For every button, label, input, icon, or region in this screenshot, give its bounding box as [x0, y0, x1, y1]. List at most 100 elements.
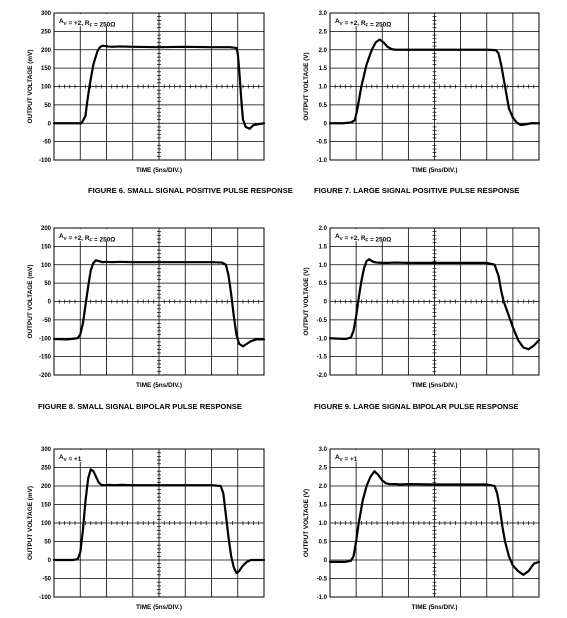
y-tick-label: 0 — [324, 300, 328, 306]
y-tick-label: -1.0 — [317, 158, 328, 164]
y-tick-label: -50 — [42, 140, 51, 146]
x-axis-label: TIME (5ns/DIV.) — [136, 382, 182, 389]
y-tick-label: 0.5 — [319, 103, 328, 109]
y-tick-label: 150 — [41, 244, 52, 250]
plot-frame — [329, 227, 540, 376]
y-tick-label: -1.0 — [317, 595, 328, 601]
y-tick-label: 100 — [41, 521, 52, 527]
y-tick-label: 2.5 — [319, 466, 328, 472]
plot-frame — [329, 12, 540, 161]
y-tick-label: -100 — [39, 336, 52, 342]
gain-annotation: AV = +2, RF = 250Ω — [59, 18, 115, 29]
y-tick-label: -200 — [39, 373, 52, 379]
y-tick-label: 50 — [44, 281, 51, 287]
y-tick-label: -150 — [39, 355, 52, 361]
y-tick-label: 1.0 — [319, 521, 328, 527]
y-tick-label: 2.0 — [319, 48, 328, 54]
plot-frame — [53, 448, 265, 598]
y-axis-label: OUTPUT VOLTAGE (V) — [303, 52, 310, 120]
annotation-background — [56, 450, 82, 462]
pulse-waveform — [52, 44, 266, 130]
x-axis-label: TIME (5ns/DIV.) — [412, 604, 458, 611]
y-tick-label: 0.5 — [319, 281, 328, 287]
chart-6: 3.0 2.5 2.0 1.5 1.0 0.5 0 -0.5 -1.0 OUTPUT VOLTAG… — [303, 447, 541, 611]
y-tick-label: 0 — [324, 558, 328, 564]
figure-caption: FIGURE 8. SMALL SIGNAL BIPOLAR PULSE RES… — [38, 402, 242, 411]
y-tick-label: 0.5 — [319, 540, 328, 546]
gain-annotation: AV = +2, RF = 250Ω — [59, 233, 115, 244]
y-tick-label: 200 — [41, 484, 52, 490]
annotation-background — [56, 14, 116, 26]
y-tick-label: 200 — [41, 226, 52, 232]
x-axis-label: TIME (5ns/DIV.) — [412, 382, 458, 389]
y-tick-label: 100 — [41, 85, 52, 91]
y-tick-label: 0 — [48, 300, 52, 306]
y-tick-label: 50 — [44, 103, 51, 109]
y-tick-label: -100 — [39, 158, 52, 164]
y-tick-label: 150 — [41, 503, 52, 509]
y-tick-label: 3.0 — [319, 447, 328, 453]
y-tick-label: 1.0 — [319, 263, 328, 269]
y-tick-label: 1.5 — [319, 244, 328, 250]
y-tick-label: 200 — [41, 48, 52, 54]
annotation-background — [56, 229, 116, 241]
y-tick-label: -2.0 — [317, 373, 328, 379]
y-tick-label: -1.5 — [317, 355, 328, 361]
y-axis-label: OUTPUT VOLTAGE (mV) — [27, 486, 34, 560]
plot-frame — [329, 448, 540, 598]
chart-4: 2.0 1.5 1.0 0.5 0 -0.5 -1.0 -1.5 -2.0 OUTPUT VOLT… — [303, 226, 541, 411]
pulse-waveform — [328, 258, 541, 351]
pulse-waveform — [328, 38, 541, 127]
plot-frame — [53, 227, 265, 376]
center-minor-ticks — [58, 452, 260, 594]
plot-frame — [53, 12, 265, 161]
annotation-background — [332, 450, 358, 462]
figure-caption: FIGURE 7. LARGE SIGNAL POSITIVE PULSE RE… — [314, 186, 519, 195]
y-axis-label: OUTPUT VOLTAGE (V) — [303, 267, 310, 335]
y-tick-label: 50 — [44, 540, 51, 546]
y-tick-label: 0 — [48, 558, 52, 564]
y-tick-label: 150 — [41, 66, 52, 72]
center-minor-ticks — [334, 231, 535, 372]
y-tick-label: 1.0 — [319, 85, 328, 91]
chart-2: 3.0 2.5 2.0 1.5 1.0 0.5 0 -0.5 -1.0 OUTPUT VOLTAG… — [303, 11, 541, 195]
y-tick-label: 250 — [41, 466, 52, 472]
y-tick-label: 0 — [48, 121, 52, 127]
center-minor-ticks — [334, 16, 535, 157]
pulse-waveform — [52, 259, 266, 348]
gain-annotation: AV = +2, RF = 250Ω — [335, 233, 391, 244]
y-tick-label: -50 — [42, 577, 51, 583]
x-axis-label: TIME (5ns/DIV.) — [412, 167, 458, 174]
y-tick-label: -0.5 — [317, 577, 328, 583]
chart-5: 300 250 200 150 100 50 0 -50 -100 OUTPUT VOLTAGE … — [27, 447, 266, 611]
annotation-background — [332, 229, 392, 241]
y-tick-label: 2.5 — [319, 29, 328, 35]
y-tick-label: 100 — [41, 263, 52, 269]
center-minor-ticks — [58, 16, 260, 157]
y-tick-label: 3.0 — [319, 11, 328, 17]
pulse-waveform — [328, 470, 541, 576]
y-axis-label: OUTPUT VOLTAGE (mV) — [27, 265, 34, 339]
y-tick-label: -100 — [39, 595, 52, 601]
y-axis-label: OUTPUT VOLTAGE (V) — [303, 489, 310, 557]
figure-caption: FIGURE 9. LARGE SIGNAL BIPOLAR PULSE RES… — [314, 402, 519, 411]
gain-annotation: AV = +1 — [335, 454, 358, 463]
y-tick-label: 300 — [41, 11, 52, 17]
annotation-background — [332, 14, 392, 26]
chart-3: 200 150 100 50 0 -50 -100 -150 -200 OUTPUT VOLTAG… — [27, 226, 266, 411]
chart-1: 300 250 200 150 100 50 0 -50 -100 OUTPUT VOLTAGE … — [27, 11, 293, 195]
pulse-waveform — [52, 468, 266, 575]
y-tick-label: -50 — [42, 318, 51, 324]
y-tick-label: 1.5 — [319, 503, 328, 509]
gain-annotation: AV = +1 — [59, 454, 82, 463]
y-tick-label: 2.0 — [319, 226, 328, 232]
y-tick-label: -0.5 — [317, 318, 328, 324]
y-tick-label: -1.0 — [317, 336, 328, 342]
figure-caption: FIGURE 6. SMALL SIGNAL POSITIVE PULSE RE… — [88, 186, 293, 195]
y-tick-label: 250 — [41, 29, 52, 35]
y-tick-label: -0.5 — [317, 140, 328, 146]
gain-annotation: AV = +2, RF = 250Ω — [335, 18, 391, 29]
y-tick-label: 0 — [324, 121, 328, 127]
x-axis-label: TIME (5ns/DIV.) — [136, 167, 182, 174]
